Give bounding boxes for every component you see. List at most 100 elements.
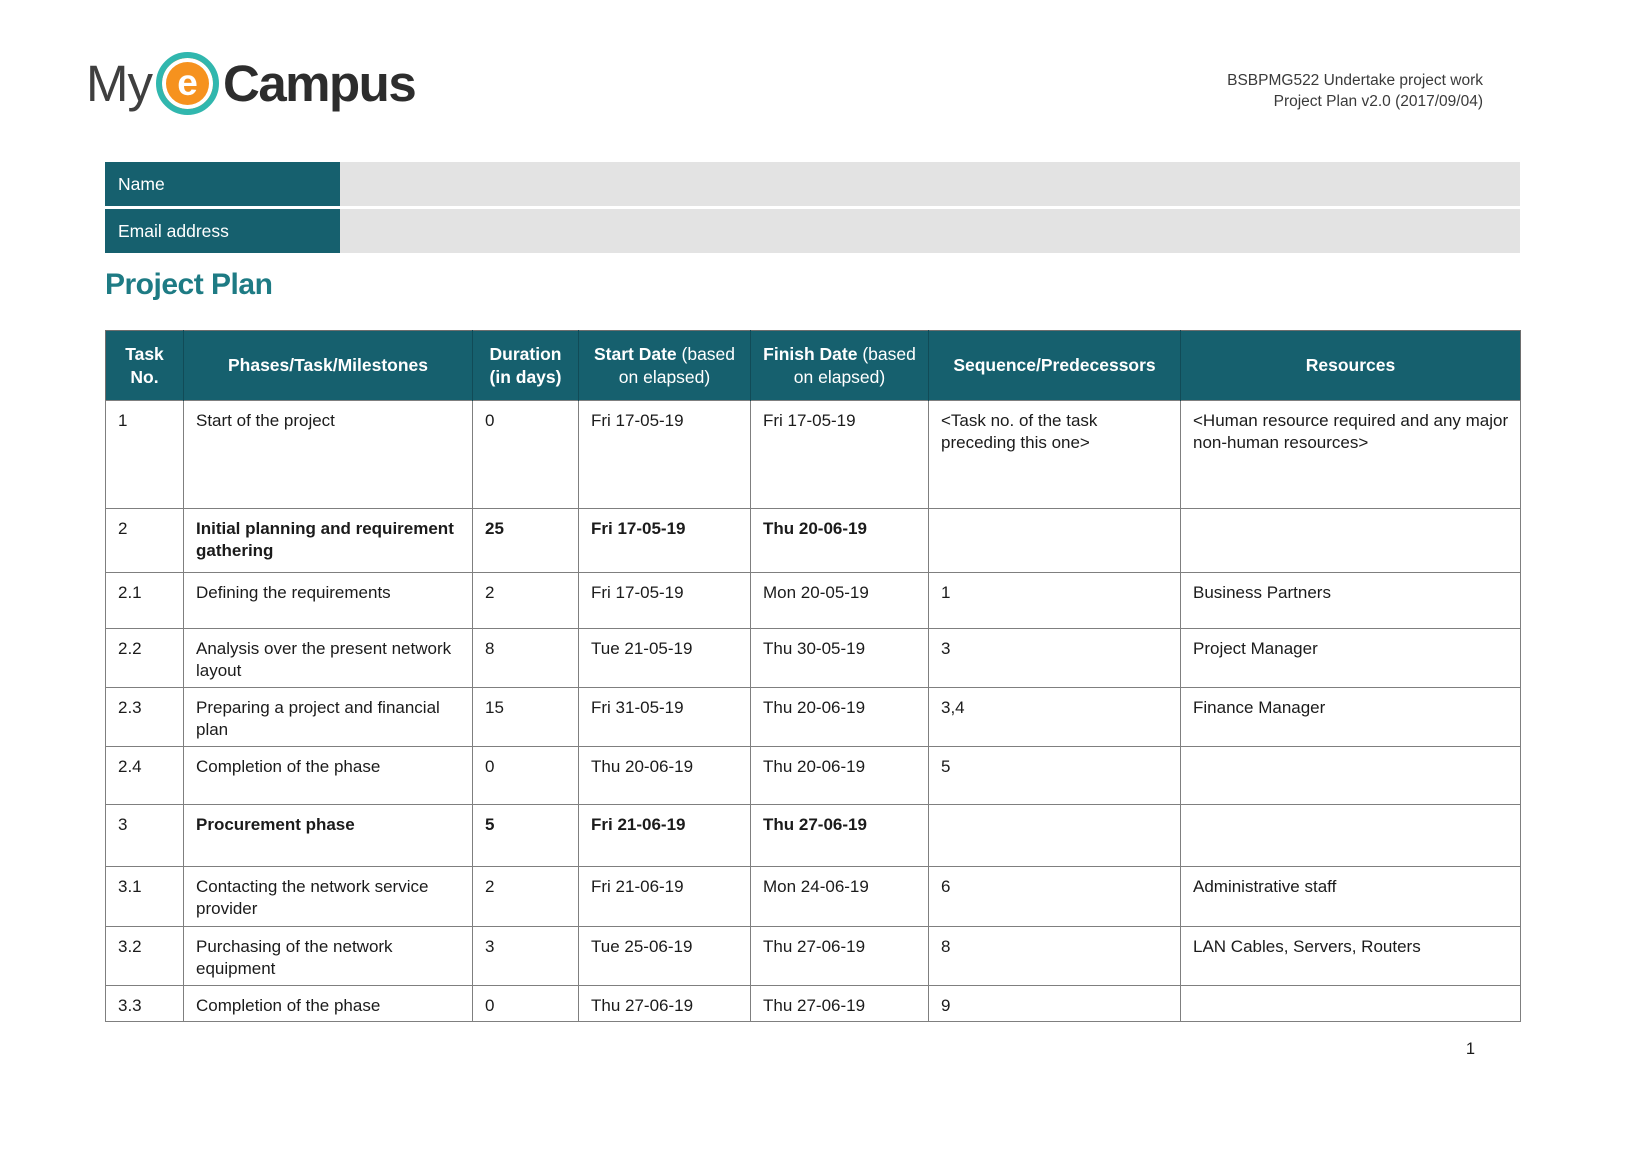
name-field[interactable] (340, 162, 1520, 206)
column-header-sub: (based on elapsed) (793, 343, 916, 387)
table-row: 2.1 Defining the requirements 2 Fri 17-0… (105, 572, 1521, 629)
cell-task-no: 3.2 (105, 925, 184, 986)
logo-text-my: My (86, 55, 153, 112)
cell-phase-task: Preparing a project and financial plan (183, 686, 473, 747)
cell-sequence: 3 (928, 628, 1181, 688)
table-row: 2 Initial planning and requirement gathe… (105, 508, 1521, 573)
cell-duration: 2 (472, 572, 579, 629)
column-header-resources: Resources (1180, 330, 1521, 401)
cell-phase-task: Completion of the phase (183, 984, 473, 1023)
cell-duration: 5 (472, 803, 579, 867)
table-row: 3 Procurement phase 5 Fri 21-06-19 Thu 2… (105, 803, 1521, 867)
column-header-duration: Duration (in days) (472, 330, 579, 401)
cell-finish-date: Mon 24-06-19 (750, 865, 929, 927)
cell-duration: 15 (472, 686, 579, 747)
column-header-main: Resources (1305, 355, 1396, 376)
cell-sequence: 8 (928, 925, 1181, 986)
cell-resources: Finance Manager (1180, 686, 1521, 747)
cell-duration: 3 (472, 925, 579, 986)
cell-finish-date: Thu 27-06-19 (750, 925, 929, 986)
cell-resources: Business Partners (1180, 572, 1521, 629)
myecampus-logo: My e Campus (86, 52, 417, 115)
student-details-form: Name Email address (105, 162, 1520, 256)
cell-task-no: 3.3 (105, 984, 184, 1023)
table-row: 2.4 Completion of the phase 0 Thu 20-06-… (105, 745, 1521, 805)
column-header-sub: (based on elapsed) (618, 343, 736, 387)
doc-info-version: Project Plan v2.0 (2017/09/04) (1273, 93, 1483, 110)
column-header-main: Finish Date (763, 343, 858, 364)
form-row-email: Email address (105, 209, 1520, 253)
cell-finish-date: Thu 20-06-19 (750, 508, 929, 573)
cell-start-date: Tue 25-06-19 (578, 925, 751, 986)
column-header-main: Sequence/Predecessors (953, 355, 1156, 376)
cell-finish-date: Thu 20-06-19 (750, 745, 929, 805)
cell-start-date: Thu 27-06-19 (578, 984, 751, 1023)
cell-phase-task: Contacting the network service provider (183, 865, 473, 927)
cell-phase-task: Analysis over the present network layout (183, 628, 473, 688)
cell-duration: 0 (472, 984, 579, 1023)
cell-phase-task: Initial planning and requirement gatheri… (183, 508, 473, 573)
cell-phase-task: Purchasing of the network equipment (183, 925, 473, 986)
cell-start-date: Tue 21-05-19 (578, 628, 751, 688)
table-row: 3.1 Contacting the network service provi… (105, 865, 1521, 927)
cell-start-date: Fri 21-06-19 (578, 803, 751, 867)
cell-phase-task: Start of the project (183, 400, 473, 509)
cell-task-no: 2.3 (105, 686, 184, 747)
table-row: 2.2 Analysis over the present network la… (105, 628, 1521, 688)
name-label: Name (105, 162, 340, 206)
table-row: 3.3 Completion of the phase 0 Thu 27-06-… (105, 984, 1521, 1023)
cell-duration: 25 (472, 508, 579, 573)
cell-resources: LAN Cables, Servers, Routers (1180, 925, 1521, 986)
cell-sequence: 1 (928, 572, 1181, 629)
column-header-main: Start Date (593, 343, 677, 364)
cell-task-no: 1 (105, 400, 184, 509)
cell-finish-date: Thu 27-06-19 (750, 803, 929, 867)
cell-task-no: 2.4 (105, 745, 184, 805)
cell-duration: 8 (472, 628, 579, 688)
table-row: 2.3 Preparing a project and financial pl… (105, 686, 1521, 747)
doc-info: BSBPMG522 Undertake project work Project… (1227, 70, 1483, 112)
cell-sequence (928, 803, 1181, 867)
cell-finish-date: Fri 17-05-19 (750, 400, 929, 509)
cell-phase-task: Completion of the phase (183, 745, 473, 805)
column-header-phases: Phases/Task/Milestones (183, 330, 473, 401)
cell-sequence: 6 (928, 865, 1181, 927)
cell-start-date: Fri 17-05-19 (578, 400, 751, 509)
doc-info-course: BSBPMG522 Undertake project work (1227, 72, 1483, 89)
column-header-main: Duration (in days) (489, 343, 562, 387)
cell-resources: Project Manager (1180, 628, 1521, 688)
cell-phase-task: Procurement phase (183, 803, 473, 867)
cell-duration: 0 (472, 745, 579, 805)
cell-task-no: 3.1 (105, 865, 184, 927)
project-plan-table: Task No. Phases/Task/Milestones Duration… (105, 330, 1521, 1023)
cell-sequence: <Task no. of the task preceding this one… (928, 400, 1181, 509)
cell-start-date: Thu 20-06-19 (578, 745, 751, 805)
cell-start-date: Fri 21-06-19 (578, 865, 751, 927)
page-number: 1 (1465, 1040, 1475, 1058)
cell-resources: Administrative staff (1180, 865, 1521, 927)
email-field[interactable] (340, 209, 1520, 253)
cell-finish-date: Mon 20-05-19 (750, 572, 929, 629)
cell-sequence (928, 508, 1181, 573)
cell-task-no: 2 (105, 508, 184, 573)
cell-task-no: 2.1 (105, 572, 184, 629)
cell-duration: 0 (472, 400, 579, 509)
table-row: 1 Start of the project 0 Fri 17-05-19 Fr… (105, 400, 1521, 509)
cell-finish-date: Thu 30-05-19 (750, 628, 929, 688)
cell-start-date: Fri 17-05-19 (578, 508, 751, 573)
table-header: Task No. Phases/Task/Milestones Duration… (105, 330, 1521, 401)
cell-resources (1180, 984, 1521, 1023)
logo-e-icon: e (155, 52, 219, 115)
cell-start-date: Fri 17-05-19 (578, 572, 751, 629)
cell-task-no: 2.2 (105, 628, 184, 688)
column-header-finish-date: Finish Date (based on elapsed) (750, 330, 929, 401)
cell-phase-task: Defining the requirements (183, 572, 473, 629)
cell-duration: 2 (472, 865, 579, 927)
cell-resources (1180, 745, 1521, 805)
cell-resources: <Human resource required and any major n… (1180, 400, 1521, 509)
cell-sequence: 5 (928, 745, 1181, 805)
form-row-name: Name (105, 162, 1520, 206)
cell-finish-date: Thu 27-06-19 (750, 984, 929, 1023)
table-row: 3.2 Purchasing of the network equipment … (105, 925, 1521, 986)
